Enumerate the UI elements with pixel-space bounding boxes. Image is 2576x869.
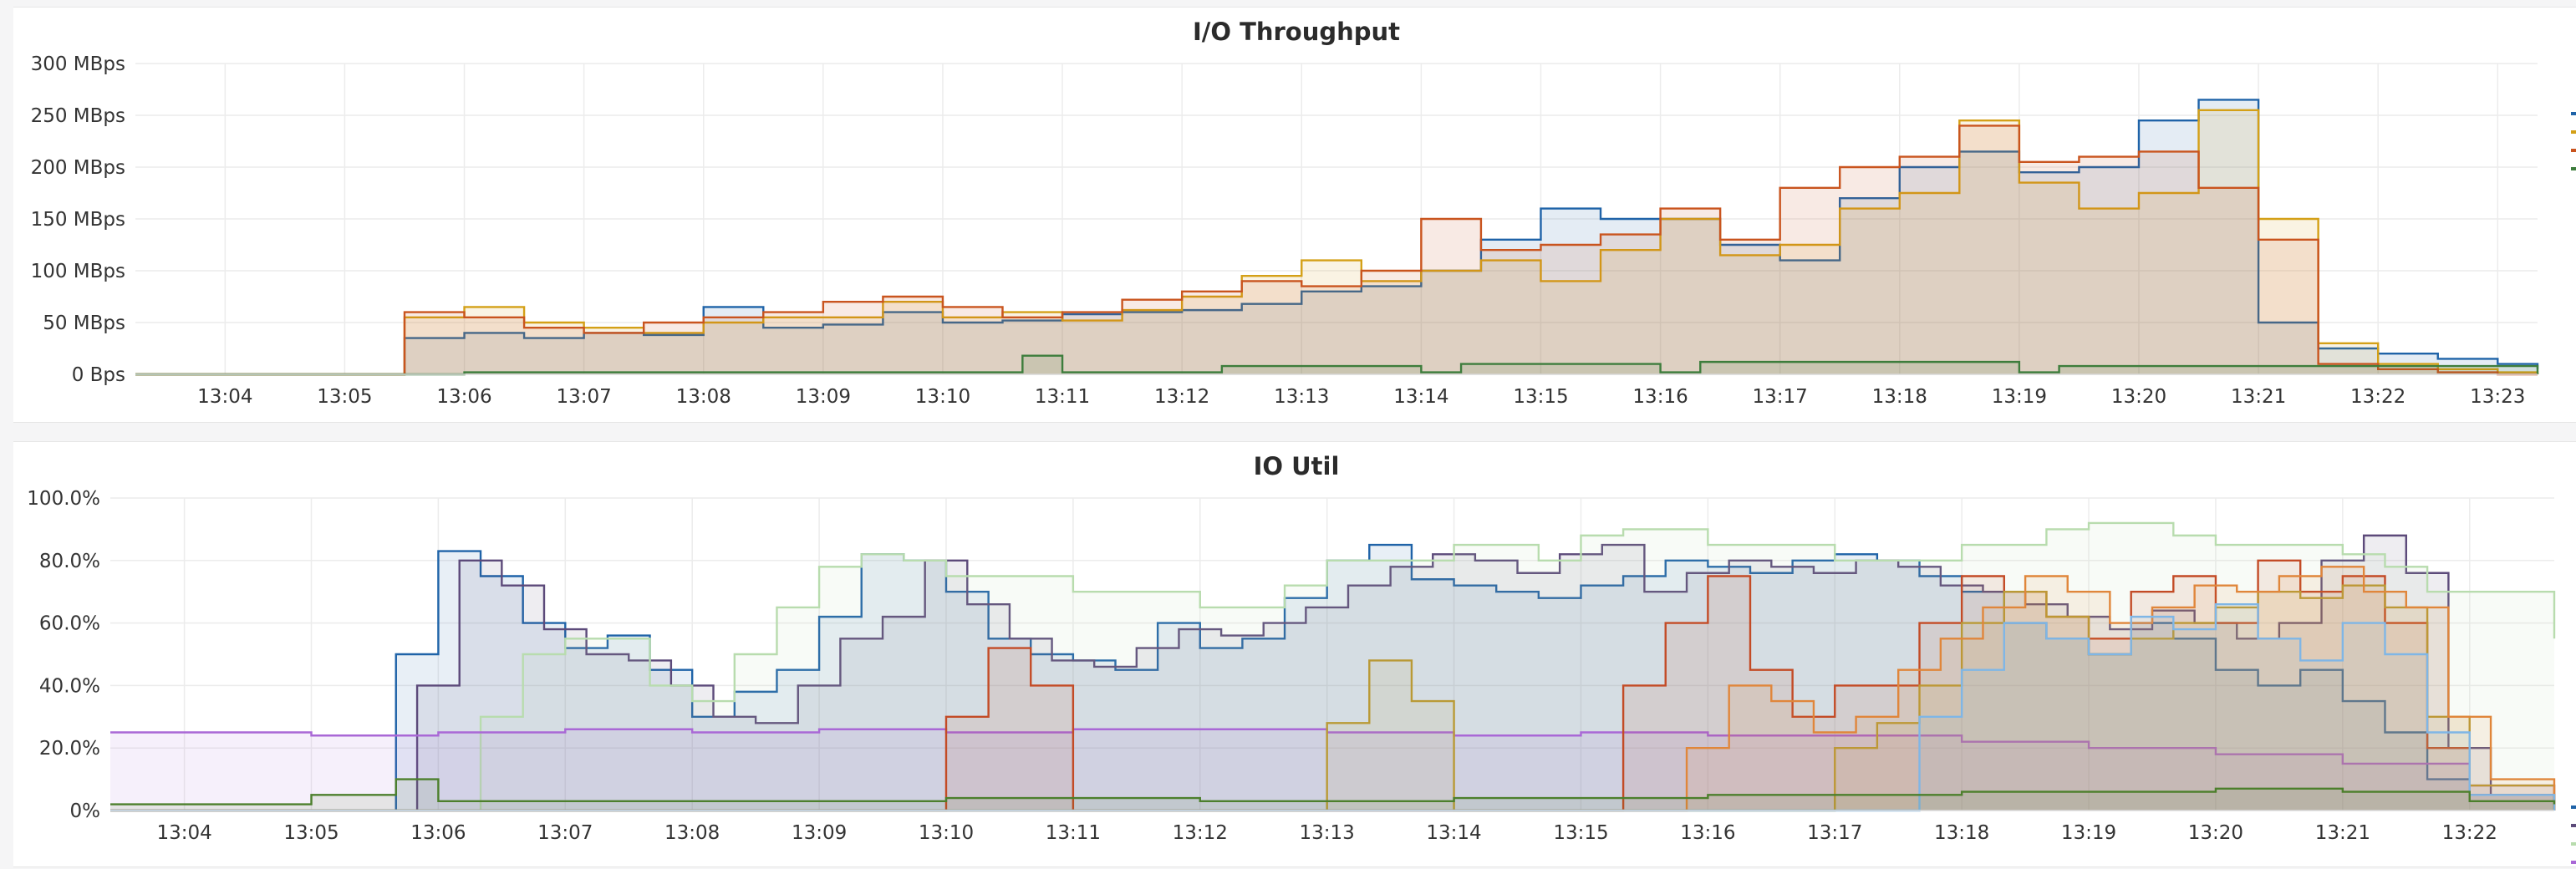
y-tick-label: 100.0% — [27, 488, 100, 510]
series-line[interactable] — [135, 354, 2539, 376]
x-tick-label: 13:15 — [1513, 386, 1568, 408]
y-tick-label: 250 MBps — [31, 105, 125, 127]
y-tick-label: 0 Bps — [72, 364, 125, 386]
x-tick-label: 13:07 — [537, 822, 593, 844]
series-line[interactable] — [135, 125, 2538, 376]
x-tick-label: 13:08 — [664, 822, 720, 844]
x-tick-label: 13:13 — [1274, 386, 1329, 408]
y-tick-label: 40.0% — [39, 675, 100, 697]
x-tick-label: 13:07 — [556, 386, 611, 408]
y-tick-label: 300 MBps — [31, 53, 125, 75]
x-tick-label: 13:17 — [1753, 386, 1808, 408]
y-tick-label: 60.0% — [39, 613, 100, 635]
x-tick-label: 13:08 — [676, 386, 731, 408]
io-throughput-panel: I/O Throughput — [13, 7, 2576, 423]
x-tick-label: 13:19 — [1992, 386, 2047, 408]
series-area — [110, 779, 2554, 811]
x-tick-label: 13:04 — [197, 386, 252, 408]
series-line[interactable] — [110, 584, 2556, 812]
x-tick-label: 13:23 — [2470, 386, 2525, 408]
x-tick-label: 13:16 — [1632, 386, 1688, 408]
series-line[interactable] — [110, 566, 2556, 812]
x-tick-label: 13:20 — [2188, 822, 2243, 844]
series-line[interactable] — [135, 109, 2539, 376]
x-tick-label: 13:04 — [156, 822, 211, 844]
x-tick-label: 13:09 — [796, 386, 851, 408]
x-tick-label: 13:06 — [410, 822, 466, 844]
series-line[interactable] — [110, 521, 2556, 812]
series-area — [110, 535, 2554, 811]
x-tick-label: 13:17 — [1807, 822, 1862, 844]
x-tick-label: 13:10 — [915, 386, 970, 408]
series-area — [110, 604, 2554, 811]
x-tick-label: 13:15 — [1553, 822, 1608, 844]
x-tick-label: 13:05 — [283, 822, 339, 844]
series-area — [110, 560, 2554, 811]
x-tick-label: 13:19 — [2061, 822, 2116, 844]
x-tick-label: 13:21 — [2231, 386, 2286, 408]
y-tick-label: 150 MBps — [31, 209, 125, 231]
series-area — [110, 729, 2554, 811]
x-tick-label: 13:18 — [1934, 822, 1989, 844]
series-line[interactable] — [110, 602, 2556, 812]
series-area — [135, 99, 2538, 375]
panel-title: IO Util — [1253, 452, 1340, 480]
io-util-chart: 100.0% 80.0% 60.0% 40.0% 20.0% 0% 13:04 13:05 13… — [27, 488, 2576, 864]
x-tick-label: 13:12 — [1173, 822, 1228, 844]
x-tick-label: 13:05 — [317, 386, 372, 408]
x-tick-label: 13:20 — [2111, 386, 2166, 408]
x-tick-label: 13:22 — [2442, 822, 2497, 844]
series-area — [135, 125, 2538, 374]
series-line[interactable] — [110, 778, 2556, 805]
series-area — [135, 355, 2538, 374]
x-tick-label: 13:14 — [1393, 386, 1448, 408]
x-tick-label: 13:18 — [1872, 386, 1927, 408]
series-area — [110, 567, 2554, 811]
y-tick-label: 50 MBps — [43, 313, 125, 334]
x-tick-label: 13:10 — [919, 822, 974, 844]
x-tick-label: 13:11 — [1046, 822, 1101, 844]
y-tick-label: 200 MBps — [31, 157, 125, 179]
x-tick-label: 13:13 — [1300, 822, 1355, 844]
x-tick-label: 13:11 — [1035, 386, 1090, 408]
y-tick-label: 100 MBps — [31, 261, 125, 282]
x-tick-label: 13:14 — [1426, 822, 1481, 844]
io-throughput-chart: 300 MBps 250 MBps 200 MBps 150 MBps 100 MBps… — [31, 53, 2576, 408]
series-line[interactable] — [110, 728, 2556, 795]
series-line[interactable] — [110, 534, 2556, 812]
series-area — [135, 109, 2538, 375]
x-tick-label: 13:21 — [2315, 822, 2370, 844]
y-tick-label: 0% — [70, 800, 101, 822]
series-area — [110, 545, 2554, 811]
x-tick-label: 13:12 — [1154, 386, 1209, 408]
series-area — [110, 522, 2554, 811]
x-tick-label: 13:09 — [792, 822, 847, 844]
y-tick-label: 20.0% — [39, 738, 100, 760]
panel-title: I/O Throughput — [1192, 18, 1401, 46]
x-tick-label: 13:16 — [1680, 822, 1735, 844]
x-tick-label: 13:06 — [436, 386, 491, 408]
x-tick-label: 13:22 — [2350, 386, 2405, 408]
series-area — [110, 585, 2554, 811]
y-tick-label: 80.0% — [39, 551, 100, 572]
io-util-panel: IO Util — [13, 441, 2576, 867]
